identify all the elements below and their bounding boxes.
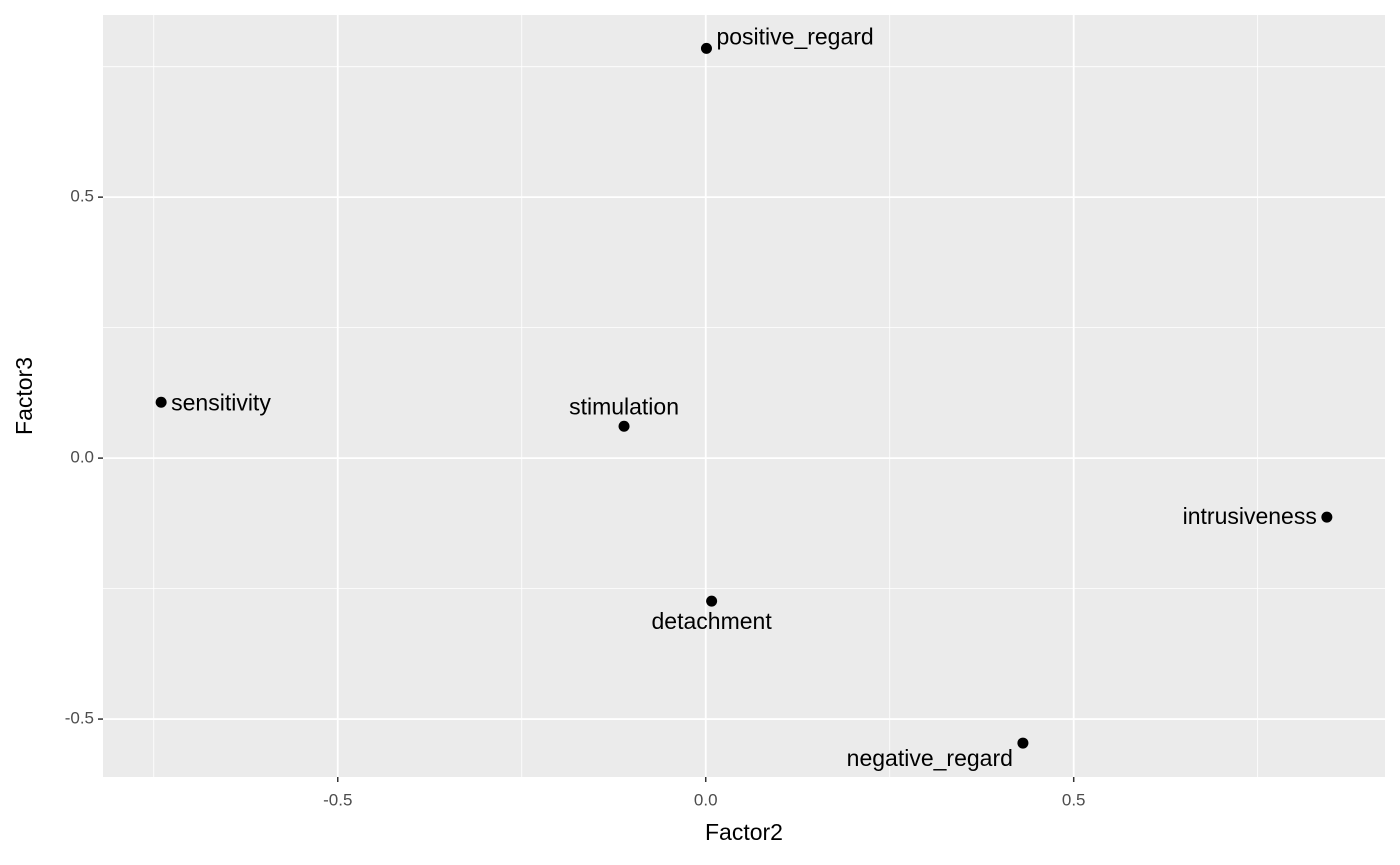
point-label: intrusiveness <box>1183 503 1317 529</box>
point-label: negative_regard <box>847 745 1013 771</box>
point <box>155 396 167 408</box>
point <box>700 42 712 54</box>
y-axis-title: Factor3 <box>11 357 37 435</box>
y-tick-label: -0.5 <box>65 709 94 728</box>
plot-panel <box>103 15 1385 777</box>
point <box>1017 737 1029 749</box>
x-tick-label: -0.5 <box>323 790 352 809</box>
point-label: stimulation <box>569 393 679 419</box>
x-tick-label: 0.0 <box>694 790 718 809</box>
point <box>618 420 630 432</box>
point-label: positive_regard <box>716 23 873 49</box>
point-label: sensitivity <box>171 389 271 415</box>
point-label: detachment <box>652 608 773 634</box>
point <box>706 595 718 607</box>
x-tick-label: 0.5 <box>1062 790 1086 809</box>
x-axis-title: Factor2 <box>705 819 783 845</box>
y-tick-label: 0.5 <box>70 187 94 206</box>
point <box>1321 511 1333 523</box>
y-tick-label: 0.0 <box>70 448 94 467</box>
